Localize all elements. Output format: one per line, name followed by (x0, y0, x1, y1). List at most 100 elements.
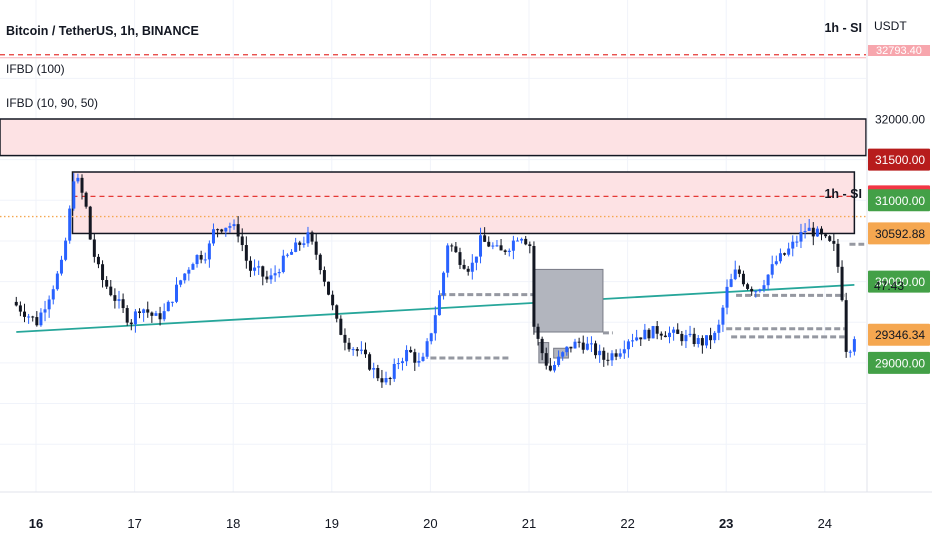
candle-body (795, 241, 799, 243)
gray-box-2 (553, 347, 569, 359)
candle-body (191, 264, 195, 270)
price-tag-bg-31500.00 (868, 148, 930, 171)
candle-body (121, 299, 125, 309)
candle-body (672, 329, 676, 333)
candle-body (232, 224, 236, 227)
candle-body (211, 229, 215, 244)
candle-body (495, 245, 499, 247)
candle-body (146, 309, 150, 313)
candle-body (655, 326, 659, 334)
candle-body (515, 240, 519, 242)
candle-body (540, 338, 544, 354)
candle-body (524, 238, 528, 245)
supply-zone-1 (71, 171, 856, 235)
candle-body (207, 243, 211, 260)
date-tick-19: 19 (325, 516, 339, 531)
candle-body (298, 242, 302, 245)
candle-body (577, 341, 581, 343)
candle-body (380, 378, 384, 383)
candle-body (750, 288, 754, 292)
candles (14, 173, 856, 388)
candle-body (696, 338, 700, 345)
candle-body (520, 238, 524, 241)
candle-body (631, 340, 635, 342)
price-tag-32000.00: 32000.00 (875, 113, 925, 127)
candle-body (14, 301, 18, 306)
date-ticks: 16 17 18 19 20 21 22 23 24 (29, 516, 832, 531)
indicator-ifbd-10-90-50[interactable]: IFBD (10, 90, 50) (6, 96, 99, 110)
candle-body (18, 305, 22, 312)
candle-body (244, 245, 248, 261)
price-tag-31000.00: 31000.00 (875, 194, 925, 208)
candle-body (92, 239, 96, 257)
candle-body (339, 318, 343, 335)
date-tick-24: 24 (818, 516, 832, 531)
candle-body (396, 363, 400, 365)
candle-body (183, 273, 187, 281)
date-tick-17: 17 (127, 516, 141, 531)
time-axis[interactable]: 16 17 18 19 20 21 22 23 24 (0, 491, 932, 531)
candle-body (709, 335, 713, 341)
price-tag-31500.00: 31500.00 (875, 153, 925, 167)
candle-body (565, 346, 569, 353)
candle-body (589, 343, 593, 345)
candle-body (400, 361, 404, 364)
candle-body (503, 250, 507, 252)
indicator-ifbd-100[interactable]: IFBD (100) (6, 62, 65, 76)
candle-body (713, 332, 717, 341)
candle-body (762, 285, 766, 290)
candle-body (602, 350, 606, 360)
candle-body (499, 245, 503, 251)
price-axis[interactable]: USDT 32793.40 32000.0031500.0031048.0031… (866, 0, 932, 492)
candle-body (318, 254, 322, 271)
candle-body (552, 364, 556, 371)
candle-body (544, 353, 548, 366)
candle-body (405, 349, 409, 362)
candle-body (35, 317, 39, 326)
candle-body (733, 269, 737, 280)
candle-body (754, 291, 758, 293)
candle-body (815, 228, 819, 237)
candle-body (844, 300, 848, 352)
candle-body (55, 273, 59, 290)
date-tick-21: 21 (522, 516, 536, 531)
candle-body (639, 337, 643, 340)
candle-body (507, 250, 511, 252)
candle-body (376, 368, 380, 379)
price-tag-bg-29000.00 (868, 351, 930, 374)
candle-body (811, 227, 815, 237)
candle-body (450, 245, 454, 247)
candle-body (668, 332, 672, 338)
candle-body (392, 363, 396, 379)
candle-body (72, 181, 76, 209)
price-tag-29000.00: 29000.00 (875, 356, 925, 370)
chart-title: Bitcoin / TetherUS, 1h, BINANCE (6, 24, 199, 38)
candle-body (676, 329, 680, 334)
candle-body (491, 245, 495, 247)
date-tick-18: 18 (226, 516, 240, 531)
candle-body (101, 264, 105, 281)
candle-body (84, 192, 88, 207)
chart-labels: 1h - SI 1h - SI (824, 21, 862, 201)
candle-body (741, 273, 745, 285)
candle-body (195, 255, 199, 265)
top-partial-price-tag: 32793.40 (868, 45, 930, 57)
candle-body (96, 256, 100, 265)
candle-body (425, 341, 429, 357)
candle-body (766, 274, 770, 286)
candle-body (688, 333, 692, 336)
candle-body (347, 342, 351, 350)
candle-body (807, 227, 811, 231)
candle-body (331, 294, 335, 306)
candle-body (573, 341, 577, 349)
candle-body (758, 289, 762, 292)
candle-body (536, 326, 540, 339)
candle-body (746, 284, 750, 289)
candle-body (273, 273, 277, 276)
candle-body (236, 224, 240, 237)
candle-body (770, 264, 774, 275)
candle-body (368, 354, 372, 370)
candle-body (433, 315, 437, 334)
candle-body (388, 378, 392, 380)
